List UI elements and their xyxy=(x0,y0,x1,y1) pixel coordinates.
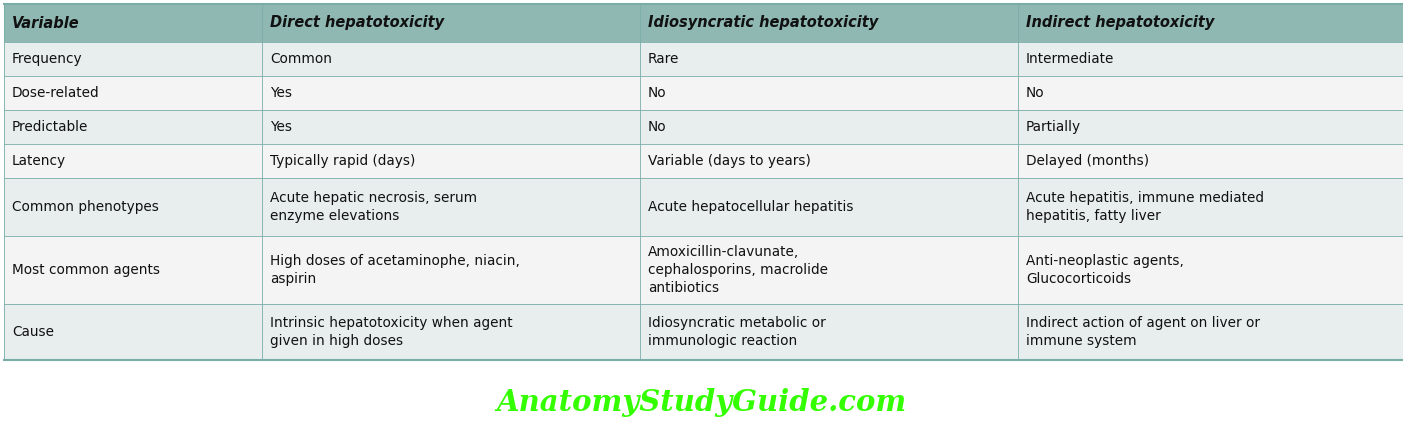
Bar xyxy=(4,304,262,360)
Bar xyxy=(1019,304,1403,360)
Bar xyxy=(640,144,1019,178)
Text: Direct hepatotoxicity: Direct hepatotoxicity xyxy=(269,16,445,31)
Text: Amoxicillin-clavunate,
cephalosporins, macrolide
antibiotics: Amoxicillin-clavunate, cephalosporins, m… xyxy=(648,245,828,295)
Bar xyxy=(262,144,640,178)
Text: Partially: Partially xyxy=(1026,120,1082,134)
Bar xyxy=(4,42,262,76)
Text: AnatomyStudyGuide.com: AnatomyStudyGuide.com xyxy=(497,388,906,416)
Bar xyxy=(262,42,640,76)
Text: Acute hepatocellular hepatitis: Acute hepatocellular hepatitis xyxy=(648,200,853,214)
Text: No: No xyxy=(648,86,666,100)
Text: Dose-related: Dose-related xyxy=(13,86,100,100)
Bar xyxy=(4,236,262,304)
Text: Acute hepatic necrosis, serum
enzyme elevations: Acute hepatic necrosis, serum enzyme ele… xyxy=(269,191,477,223)
Text: Anti-neoplastic agents,
Glucocorticoids: Anti-neoplastic agents, Glucocorticoids xyxy=(1026,254,1184,286)
Bar xyxy=(640,4,1019,42)
Text: Acute hepatitis, immune mediated
hepatitis, fatty liver: Acute hepatitis, immune mediated hepatit… xyxy=(1026,191,1264,223)
Text: No: No xyxy=(648,120,666,134)
Text: Common phenotypes: Common phenotypes xyxy=(13,200,159,214)
Text: Typically rapid (days): Typically rapid (days) xyxy=(269,154,415,168)
Text: Latency: Latency xyxy=(13,154,66,168)
Bar xyxy=(640,236,1019,304)
Bar xyxy=(1019,178,1403,236)
Bar xyxy=(1019,42,1403,76)
Bar xyxy=(262,76,640,110)
Text: Yes: Yes xyxy=(269,120,292,134)
Bar xyxy=(262,110,640,144)
Bar xyxy=(640,304,1019,360)
Text: Delayed (months): Delayed (months) xyxy=(1026,154,1149,168)
Bar xyxy=(4,110,262,144)
Text: Variable (days to years): Variable (days to years) xyxy=(648,154,811,168)
Text: Yes: Yes xyxy=(269,86,292,100)
Text: Intrinsic hepatotoxicity when agent
given in high doses: Intrinsic hepatotoxicity when agent give… xyxy=(269,316,512,348)
Text: High doses of acetaminophe, niacin,
aspirin: High doses of acetaminophe, niacin, aspi… xyxy=(269,254,521,286)
Bar xyxy=(640,178,1019,236)
Text: Indirect action of agent on liver or
immune system: Indirect action of agent on liver or imm… xyxy=(1026,316,1260,348)
Bar xyxy=(640,42,1019,76)
Bar xyxy=(262,304,640,360)
Bar xyxy=(4,144,262,178)
Text: Common: Common xyxy=(269,52,333,66)
Bar xyxy=(262,4,640,42)
Bar xyxy=(4,4,262,42)
Bar xyxy=(1019,4,1403,42)
Bar xyxy=(262,178,640,236)
Text: No: No xyxy=(1026,86,1045,100)
Bar xyxy=(4,76,262,110)
Text: Variable: Variable xyxy=(13,16,80,31)
Bar xyxy=(1019,236,1403,304)
Text: Predictable: Predictable xyxy=(13,120,88,134)
Text: Idiosyncratic metabolic or
immunologic reaction: Idiosyncratic metabolic or immunologic r… xyxy=(648,316,826,348)
Bar xyxy=(262,236,640,304)
Bar xyxy=(1019,110,1403,144)
Bar xyxy=(640,110,1019,144)
Text: Most common agents: Most common agents xyxy=(13,263,160,277)
Text: Frequency: Frequency xyxy=(13,52,83,66)
Bar xyxy=(640,76,1019,110)
Text: Idiosyncratic hepatotoxicity: Idiosyncratic hepatotoxicity xyxy=(648,16,878,31)
Text: Rare: Rare xyxy=(648,52,679,66)
Text: Cause: Cause xyxy=(13,325,53,339)
Bar xyxy=(1019,76,1403,110)
Bar xyxy=(4,178,262,236)
Text: Intermediate: Intermediate xyxy=(1026,52,1114,66)
Text: Indirect hepatotoxicity: Indirect hepatotoxicity xyxy=(1026,16,1215,31)
Bar xyxy=(1019,144,1403,178)
